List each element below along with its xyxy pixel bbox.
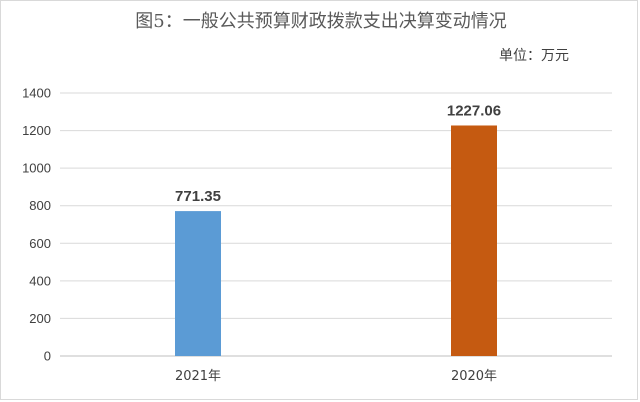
bars: [175, 125, 497, 357]
y-tick-label: 800: [29, 198, 51, 213]
y-axis: 0 200 400 600 800 1000 1200 1400: [22, 86, 51, 364]
data-label-2: 1227.06: [447, 102, 501, 119]
y-tick-label: 400: [29, 273, 51, 288]
unit-label: 单位：万元: [499, 48, 569, 64]
x-tick-label: 2021年: [175, 369, 221, 384]
x-tick-label: 2020年: [451, 369, 497, 384]
data-labels: 771.35 1227.06: [175, 102, 501, 205]
y-tick-label: 0: [44, 349, 51, 364]
y-tick-label: 600: [29, 236, 51, 251]
data-label-1: 771.35: [175, 188, 221, 205]
y-tick-label: 1200: [22, 123, 51, 138]
x-axis: 2021年 2020年: [175, 369, 497, 384]
y-tick-label: 1000: [22, 161, 51, 176]
bar-1: [175, 211, 221, 356]
chart-title: 图5：一般公共预算财政拨款支出决算变动情况: [135, 11, 507, 32]
bar-2: [451, 125, 497, 357]
grid-lines: [60, 92, 612, 357]
y-tick-label: 1400: [22, 86, 51, 101]
y-tick-label: 200: [29, 311, 51, 326]
